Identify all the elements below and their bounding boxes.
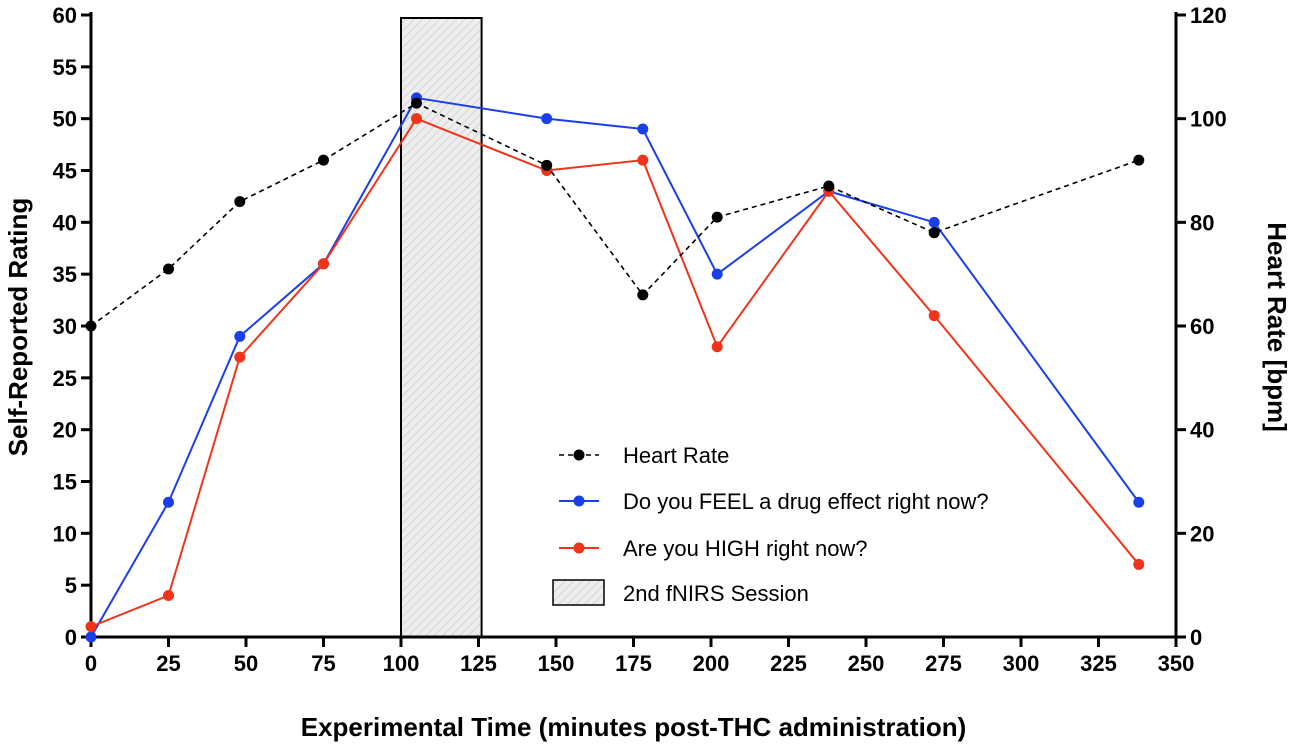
data-point-heart-rate [711, 211, 723, 223]
y-right-tick-label: 20 [1190, 521, 1214, 546]
data-point-do-you-feel-a-drug-effect-right-now [1133, 496, 1145, 508]
x-tick-label: 75 [311, 651, 335, 676]
data-point-are-you-high-right-now [85, 621, 97, 633]
x-tick-label: 300 [1003, 651, 1040, 676]
x-tick-label: 100 [383, 651, 420, 676]
y-right-tick-label: 40 [1190, 418, 1214, 443]
y-right-tick-label: 80 [1190, 210, 1214, 235]
x-tick-label: 175 [615, 651, 652, 676]
y-left-tick-label: 30 [53, 314, 77, 339]
legend-label-are-you-high-right-now: Are you HIGH right now? [623, 536, 868, 561]
data-point-do-you-feel-a-drug-effect-right-now [928, 216, 940, 228]
y-right-tick-label: 100 [1190, 107, 1227, 132]
data-point-do-you-feel-a-drug-effect-right-now [234, 330, 246, 342]
data-point-are-you-high-right-now [711, 341, 723, 353]
y-left-tick-label: 5 [65, 573, 77, 598]
y-left-tick-label: 60 [53, 3, 77, 28]
data-point-heart-rate [411, 97, 422, 109]
y-axis-left-title: Self-Reported Rating [3, 198, 33, 457]
x-tick-label: 125 [460, 651, 497, 676]
legend-marker-do-you-feel-a-drug-effect-right-now [573, 495, 585, 507]
legend-swatch-fnirs-session [552, 579, 605, 606]
data-point-are-you-high-right-now [163, 590, 174, 602]
legend-marker-are-you-high-right-now [573, 542, 585, 554]
x-tick-label: 225 [770, 651, 807, 676]
y-right-tick-label: 120 [1190, 3, 1227, 28]
data-point-heart-rate [823, 180, 835, 192]
x-tick-label: 350 [1158, 651, 1195, 676]
series-line-heart-rate [90, 102, 1140, 327]
y-left-tick-label: 50 [53, 107, 77, 132]
x-axis-title: Experimental Time (minutes post-THC admi… [301, 712, 967, 742]
data-point-heart-rate [234, 196, 246, 208]
x-tick-label: 275 [925, 651, 962, 676]
series-line-do-you-feel-a-drug-effect-right-now [90, 96, 1140, 638]
legend-marker-heart-rate [573, 449, 585, 461]
y-left-tick-label: 10 [53, 521, 77, 546]
data-point-heart-rate [541, 159, 553, 171]
data-point-heart-rate [163, 263, 174, 275]
legend-label-heart-rate: Heart Rate [623, 443, 729, 468]
legend-label-do-you-feel-a-drug-effect-right-now: Do you FEEL a drug effect right now? [623, 489, 989, 514]
y-axis-right-title: Heart Rate [bpm] [1262, 222, 1292, 431]
x-tick-label: 0 [85, 651, 97, 676]
y-left-tick-label: 20 [53, 418, 77, 443]
y-left-tick-label: 15 [53, 470, 77, 495]
x-tick-label: 200 [693, 651, 730, 676]
data-point-heart-rate [318, 154, 329, 166]
y-left-tick-label: 40 [53, 210, 77, 235]
data-point-are-you-high-right-now [318, 258, 329, 270]
x-tick-label: 50 [234, 651, 258, 676]
data-point-are-you-high-right-now [411, 113, 422, 125]
data-point-are-you-high-right-now [1133, 558, 1145, 570]
x-tick-label: 325 [1080, 651, 1117, 676]
data-point-are-you-high-right-now [928, 310, 940, 322]
data-point-heart-rate [928, 227, 940, 239]
data-point-are-you-high-right-now [234, 351, 246, 363]
fnirs-session-region [400, 17, 483, 638]
data-point-do-you-feel-a-drug-effect-right-now [637, 123, 649, 135]
y-left-tick-label: 55 [53, 55, 77, 80]
y-left-tick-label: 35 [53, 262, 77, 287]
y-left-tick-label: 0 [65, 625, 77, 650]
series-line-are-you-high-right-now [90, 117, 1140, 628]
data-point-heart-rate [85, 320, 97, 332]
x-tick-label: 150 [538, 651, 575, 676]
data-point-are-you-high-right-now [637, 154, 649, 166]
y-left-tick-label: 45 [53, 159, 77, 184]
data-point-heart-rate [637, 289, 649, 301]
data-point-do-you-feel-a-drug-effect-right-now [85, 631, 97, 643]
x-tick-label: 250 [848, 651, 885, 676]
y-right-tick-label: 0 [1190, 625, 1202, 650]
x-tick-label: 25 [156, 651, 180, 676]
y-right-tick-label: 60 [1190, 314, 1214, 339]
data-point-do-you-feel-a-drug-effect-right-now [541, 113, 553, 125]
legend-label-fnirs-session: 2nd fNIRS Session [623, 581, 809, 606]
data-point-heart-rate [1133, 154, 1145, 166]
data-point-do-you-feel-a-drug-effect-right-now [711, 268, 723, 280]
data-point-do-you-feel-a-drug-effect-right-now [163, 496, 174, 508]
y-left-tick-label: 25 [53, 366, 77, 391]
